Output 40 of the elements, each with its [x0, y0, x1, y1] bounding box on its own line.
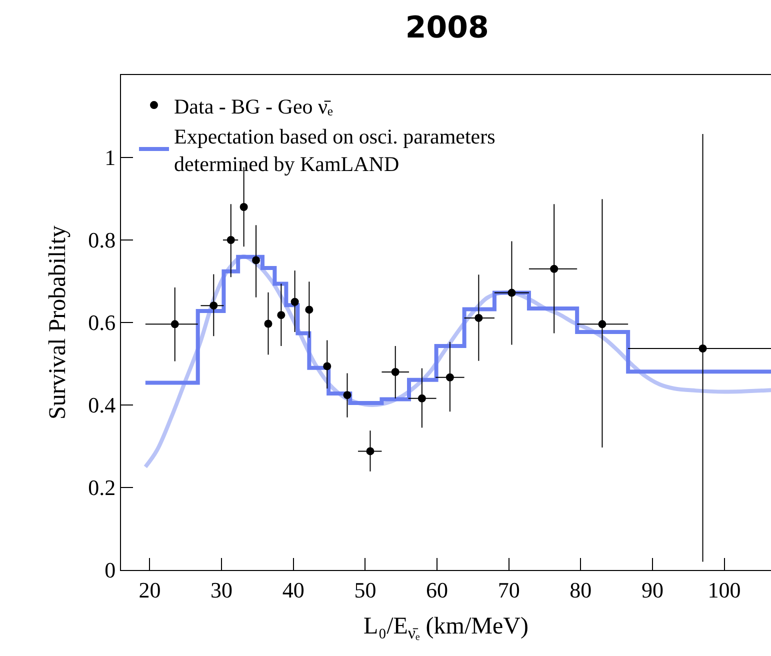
point: [277, 311, 286, 320]
x-axis-title: L₀/E$_{ν̄ₑ}$ (km/MeV): [364, 614, 528, 643]
point: [264, 320, 272, 328]
point: [446, 373, 454, 382]
point: [290, 298, 299, 306]
point: [366, 447, 374, 456]
x-tick-label: 50: [354, 577, 376, 602]
point: [343, 391, 352, 400]
x-tick-label: 20: [138, 577, 161, 602]
legend-label: Expectation based on osci. parameters determined by KamLAND: [174, 124, 496, 176]
x-tick-label: 80: [570, 577, 592, 602]
y-tick-label: 1: [104, 145, 116, 170]
x-tick-label: 60: [426, 577, 448, 602]
legend-label: Data - BG - Geo ν̄ₑ: [174, 94, 334, 118]
point: [323, 362, 332, 370]
point: [210, 302, 218, 310]
point: [240, 203, 248, 211]
chart-title: 2008: [405, 10, 489, 46]
point: [391, 368, 400, 376]
y-tick-label: 0: [104, 558, 116, 583]
x-tick-label: 40: [282, 577, 304, 602]
point: [418, 394, 426, 402]
x-tick-label: 100: [708, 577, 741, 602]
point: [698, 344, 707, 352]
point: [598, 320, 606, 328]
point: [252, 256, 260, 264]
y-tick-label: 0.4: [88, 392, 116, 418]
point: [170, 320, 179, 328]
y-tick-label: 0.6: [88, 310, 116, 336]
y-axis-title: Survival Probability: [45, 226, 72, 420]
x-tick-label: 90: [641, 577, 664, 602]
point: [226, 236, 235, 244]
x-tick-label: 30: [210, 577, 233, 602]
point: [305, 306, 314, 314]
point: [508, 288, 516, 297]
x-tick-label: 70: [498, 577, 520, 602]
y-tick-label: 0.2: [88, 475, 116, 500]
point: [550, 264, 558, 273]
point: [474, 314, 483, 322]
y-tick-label: 0.8: [88, 228, 116, 253]
